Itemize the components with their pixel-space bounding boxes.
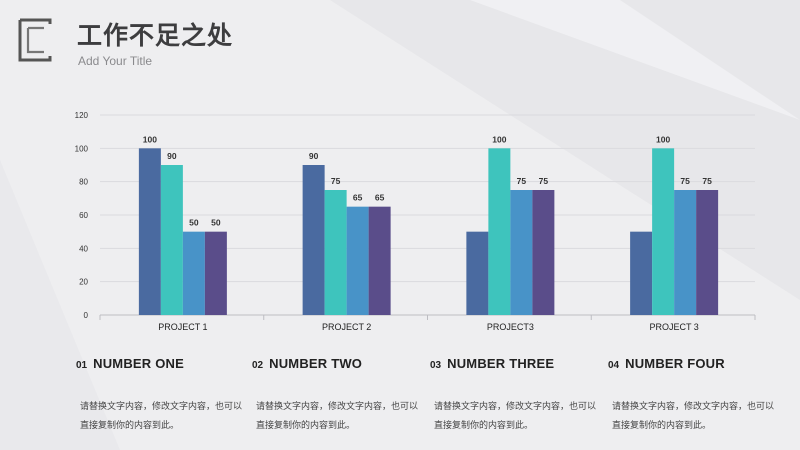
section-number: 04: [608, 360, 620, 371]
bar: [510, 190, 533, 315]
bar: [466, 231, 489, 315]
bar: [138, 148, 161, 315]
y-tick-label: 60: [79, 211, 88, 220]
data-label: 90: [167, 151, 177, 161]
data-label: 90: [309, 151, 319, 161]
y-tick-label: 120: [75, 111, 89, 120]
page-subtitle: Add Your Title: [78, 54, 153, 68]
section-title: NUMBER FOUR: [625, 356, 725, 371]
bar: [368, 206, 391, 315]
page-title: 工作不足之处: [77, 21, 234, 50]
bar: [302, 165, 325, 315]
bar: [204, 231, 227, 315]
y-tick-label: 0: [84, 311, 89, 320]
section-description: 请替换文字内容，修改文字内容，也可以直接复制你的内容到此。: [612, 402, 775, 431]
data-label: 50: [189, 218, 199, 228]
y-tick-label: 100: [75, 144, 89, 153]
section-description: 请替换文字内容，修改文字内容，也可以直接复制你的内容到此。: [256, 402, 419, 431]
bar: [346, 206, 369, 315]
section-number: 01: [76, 360, 88, 371]
y-tick-label: 40: [79, 244, 88, 253]
y-tick-label: 20: [79, 278, 88, 287]
y-tick-label: 80: [79, 178, 88, 187]
category-label: PROJECT 1: [158, 322, 207, 332]
section-number: 03: [430, 360, 442, 371]
logo-icon: [18, 18, 52, 62]
data-label: 65: [375, 193, 385, 203]
bar: [182, 231, 205, 315]
data-label: 100: [143, 134, 157, 144]
data-label: 100: [656, 134, 670, 144]
data-label: 100: [492, 134, 506, 144]
bar: [160, 165, 183, 315]
bar: [532, 190, 555, 315]
section-title: NUMBER TWO: [269, 356, 363, 371]
category-label: PROJECT 2: [322, 322, 371, 332]
bar: [652, 148, 675, 315]
bar: [630, 231, 653, 315]
section-heading: 03 NUMBER THREE: [430, 355, 554, 373]
section-number: 02: [252, 360, 264, 371]
bar: [674, 190, 697, 315]
category-label: PROJECT 3: [649, 322, 698, 332]
section-title: NUMBER THREE: [447, 356, 555, 371]
data-label: 75: [702, 176, 712, 186]
section-heading: 02 NUMBER TWO: [252, 355, 362, 373]
section-title: NUMBER ONE: [93, 356, 184, 371]
data-label: 75: [680, 176, 690, 186]
bar: [324, 190, 347, 315]
data-label: 50: [211, 218, 221, 228]
bar: [696, 190, 719, 315]
bar: [488, 148, 511, 315]
section-heading: 01 NUMBER ONE: [76, 355, 184, 373]
data-label: 75: [539, 176, 549, 186]
data-label: 75: [331, 176, 341, 186]
data-label: 75: [517, 176, 527, 186]
section-description: 请替换文字内容，修改文字内容，也可以直接复制你的内容到此。: [434, 402, 597, 431]
category-label: PROJECT3: [487, 322, 534, 332]
section-description: 请替换文字内容，修改文字内容，也可以直接复制你的内容到此。: [80, 402, 243, 431]
section-heading: 04 NUMBER FOUR: [608, 355, 725, 373]
data-label: 65: [353, 193, 363, 203]
